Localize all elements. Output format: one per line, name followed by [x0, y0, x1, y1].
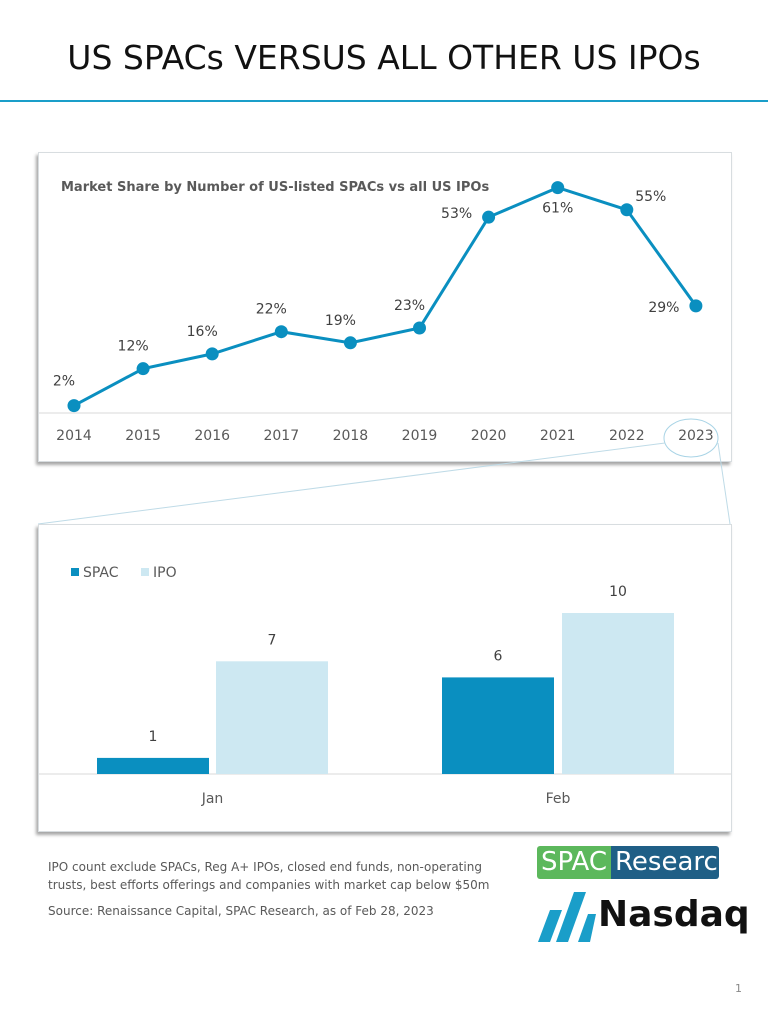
x-tick-2019: 2019: [402, 428, 438, 444]
source-note: Source: Renaissance Capital, SPAC Resear…: [48, 904, 434, 918]
x-tick-2021: 2021: [540, 428, 576, 444]
x-tick-2020: 2020: [471, 428, 507, 444]
data-point-2019: [413, 321, 426, 335]
bar-spac-feb: [442, 677, 554, 774]
x-tick-2022: 2022: [609, 428, 645, 444]
connector-line-right: [717, 442, 731, 525]
data-label-2018: 19%: [325, 313, 356, 329]
title-rule: [0, 100, 768, 102]
data-label-ipo-feb: 10: [609, 584, 627, 600]
spac-logo-left: SPAC: [537, 846, 612, 879]
page-number: 1: [735, 982, 742, 995]
line-chart-panel: Market Share by Number of US-listed SPAC…: [38, 152, 732, 462]
data-label-ipo-jan: 7: [268, 632, 277, 648]
data-label-2019: 23%: [394, 298, 425, 314]
x-tick-2023: 2023: [678, 428, 714, 444]
data-point-2016: [205, 347, 219, 361]
series-line: [73, 186, 698, 407]
data-label-2021: 61%: [542, 201, 573, 217]
bar-ipo-jan: [216, 661, 328, 774]
data-label-2020: 53%: [441, 206, 472, 222]
data-point-2014: [67, 399, 81, 413]
nasdaq-mark-icon: [538, 892, 596, 942]
data-label-2015: 12%: [118, 339, 149, 355]
x-tick-feb: Feb: [546, 791, 571, 807]
data-point-2020: [482, 210, 496, 224]
page-title: US SPACs VERSUS ALL OTHER US IPOs: [67, 38, 701, 77]
data-point-2021: [551, 181, 565, 195]
x-tick-2014: 2014: [56, 428, 92, 444]
data-point-2022: [620, 203, 634, 217]
spac-logo-right: Research: [611, 846, 719, 879]
data-label-2023: 29%: [648, 300, 679, 316]
footnote: IPO count exclude SPACs, Reg A+ IPOs, cl…: [48, 860, 490, 892]
bar-chart: 1 7 Jan 6 10 Feb SPAC IPO: [39, 565, 731, 807]
x-tick-2016: 2016: [194, 428, 230, 444]
data-label-2017: 22%: [256, 302, 287, 318]
data-point-2015: [136, 362, 150, 376]
data-label-spac-jan: 1: [149, 729, 158, 745]
data-label-2022: 55%: [635, 189, 666, 205]
legend-swatch-spac: [71, 568, 79, 576]
nasdaq-wordmark: Nasdaq: [598, 894, 750, 935]
x-tick-2018: 2018: [333, 428, 369, 444]
line-chart: Market Share by Number of US-listed SPAC…: [39, 180, 731, 444]
data-point-2017: [274, 325, 288, 339]
nasdaq-logo: Nasdaq: [536, 888, 750, 944]
highlight-ellipse: [663, 418, 719, 458]
chart-title: Market Share by Number of US-listed SPAC…: [61, 180, 489, 195]
legend-swatch-ipo: [141, 568, 149, 576]
data-label-2016: 16%: [187, 324, 218, 340]
x-tick-2017: 2017: [263, 428, 299, 444]
data-label-2014: 2%: [53, 374, 75, 390]
legend-label-ipo: IPO: [153, 565, 177, 581]
bar-spac-jan: [97, 757, 209, 774]
data-point-2023: [689, 299, 703, 313]
x-tick-2015: 2015: [125, 428, 161, 444]
spac-research-logo: SPAC Research: [537, 846, 719, 879]
x-tick-jan: Jan: [201, 791, 224, 807]
legend-label-spac: SPAC: [83, 565, 119, 581]
connector-line-left: [37, 442, 666, 525]
bar-chart-panel: 1 7 Jan 6 10 Feb SPAC IPO: [38, 524, 732, 832]
data-point-2018: [343, 336, 357, 350]
bar-ipo-feb: [562, 613, 674, 774]
data-label-spac-feb: 6: [494, 648, 503, 664]
